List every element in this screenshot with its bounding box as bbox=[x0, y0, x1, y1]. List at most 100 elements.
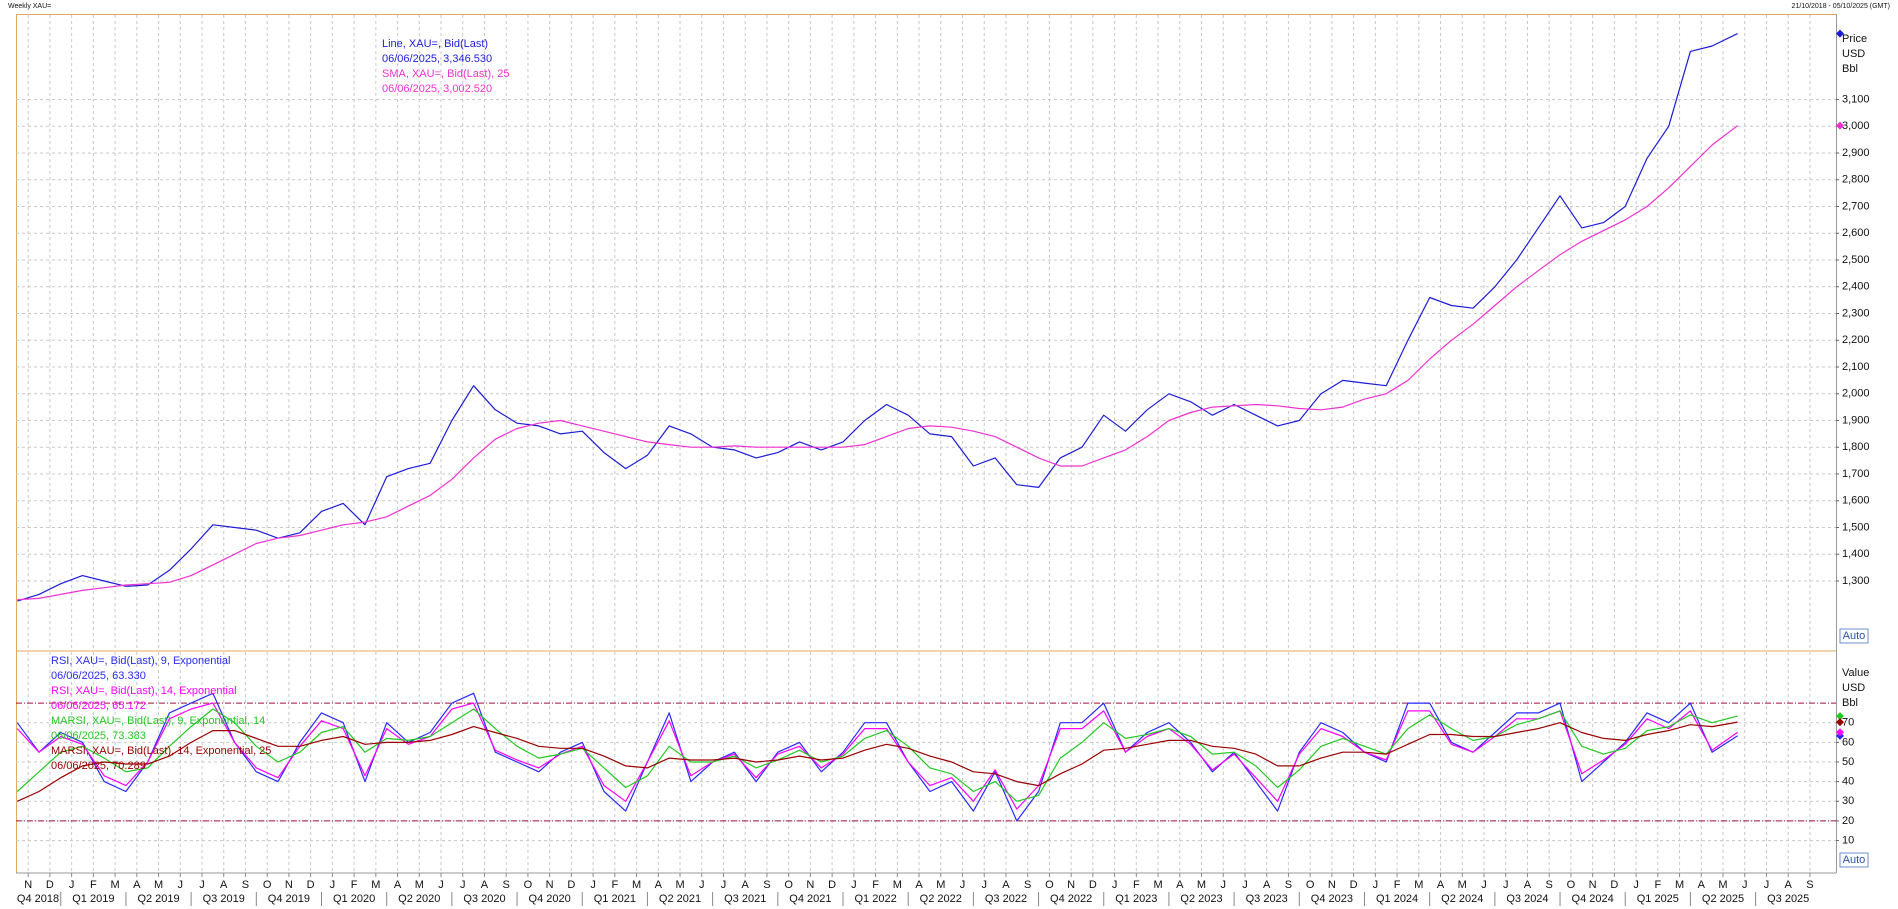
x-tick-label: O bbox=[524, 879, 533, 891]
axis-unit: USD bbox=[1842, 48, 1865, 60]
quarter-label: Q4 2021 bbox=[789, 893, 831, 905]
x-tick-label: J bbox=[1633, 879, 1639, 891]
legend-name: RSI, XAU=, Bid(Last), 14, Exponential bbox=[51, 685, 237, 697]
x-tick-label: M bbox=[1197, 879, 1206, 891]
y-tick-label: 2,200 bbox=[1842, 334, 1870, 346]
series-line bbox=[17, 125, 1738, 601]
x-tick-label: M bbox=[110, 879, 119, 891]
x-tick-label: A bbox=[133, 879, 141, 891]
x-tick-label: A bbox=[1263, 879, 1271, 891]
quarter-label: Q2 2022 bbox=[920, 893, 962, 905]
x-tick-label: S bbox=[1806, 879, 1813, 891]
x-tick-label: O bbox=[1045, 879, 1054, 891]
x-tick-label: J bbox=[199, 879, 205, 891]
x-tick-label: F bbox=[1654, 879, 1661, 891]
legend-last-value: 06/06/2025, 65.172 bbox=[51, 700, 146, 712]
last-value-marker bbox=[1836, 121, 1844, 130]
x-tick-label: J bbox=[1220, 879, 1226, 891]
x-tick-label: A bbox=[1176, 879, 1184, 891]
legend-name: RSI, XAU=, Bid(Last), 9, Exponential bbox=[51, 655, 230, 667]
auto-button-label[interactable]: Auto bbox=[1843, 854, 1866, 866]
y-tick-label: 1,700 bbox=[1842, 468, 1870, 480]
legend-last-value: 06/06/2025, 73.383 bbox=[51, 730, 146, 742]
x-tick-label: N bbox=[24, 879, 32, 891]
x-tick-label: J bbox=[1373, 879, 1379, 891]
quarter-label: Q2 2024 bbox=[1441, 893, 1483, 905]
x-tick-label: S bbox=[1546, 879, 1553, 891]
quarter-label: Q2 2020 bbox=[398, 893, 440, 905]
series-line bbox=[16, 708, 1738, 802]
x-tick-label: A bbox=[1437, 879, 1445, 891]
quarter-label: Q3 2022 bbox=[985, 893, 1027, 905]
x-tick-label: J bbox=[69, 879, 75, 891]
y-tick-label: 40 bbox=[1842, 776, 1854, 788]
x-tick-label: M bbox=[1153, 879, 1162, 891]
y-tick-label: 1,800 bbox=[1842, 441, 1870, 453]
quarter-label: Q3 2025 bbox=[1767, 893, 1809, 905]
y-tick-label: 2,600 bbox=[1842, 227, 1870, 239]
x-tick-label: F bbox=[351, 879, 358, 891]
y-tick-label: 20 bbox=[1842, 815, 1854, 827]
axis-unit: Price bbox=[1842, 33, 1867, 45]
auto-button[interactable] bbox=[1839, 852, 1869, 868]
x-tick-label: A bbox=[742, 879, 750, 891]
x-tick-label: D bbox=[567, 879, 575, 891]
legend-name: Line, XAU=, Bid(Last) bbox=[382, 38, 488, 50]
x-tick-label: J bbox=[1742, 879, 1748, 891]
x-tick-label: J bbox=[851, 879, 857, 891]
x-tick-label: S bbox=[1024, 879, 1031, 891]
x-tick-label: M bbox=[936, 879, 945, 891]
x-tick-label: A bbox=[1002, 879, 1010, 891]
x-tick-label: D bbox=[1350, 879, 1358, 891]
x-tick-label: M bbox=[154, 879, 163, 891]
series-line bbox=[16, 702, 1738, 810]
x-tick-label: A bbox=[655, 879, 663, 891]
x-tick-label: A bbox=[394, 879, 402, 891]
quarter-label: Q4 2020 bbox=[529, 893, 571, 905]
x-tick-label: O bbox=[784, 879, 793, 891]
quarter-label: Q1 2019 bbox=[72, 893, 114, 905]
last-value-marker bbox=[1836, 712, 1844, 721]
quarter-label: Q2 2025 bbox=[1702, 893, 1744, 905]
x-tick-label: J bbox=[1764, 879, 1770, 891]
quarter-label: Q1 2020 bbox=[333, 893, 375, 905]
y-tick-label: 1,300 bbox=[1842, 575, 1870, 587]
series-line bbox=[17, 721, 1738, 802]
axis-unit: Bbl bbox=[1842, 63, 1858, 75]
x-tick-label: O bbox=[263, 879, 272, 891]
x-tick-label: M bbox=[1718, 879, 1727, 891]
x-tick-label: M bbox=[1458, 879, 1467, 891]
quarter-label: Q4 2023 bbox=[1311, 893, 1353, 905]
x-tick-label: N bbox=[1067, 879, 1075, 891]
last-value-marker bbox=[1836, 29, 1844, 38]
legend-last-value: 06/06/2025, 70.289 bbox=[51, 760, 146, 772]
x-tick-label: M bbox=[632, 879, 641, 891]
axis-unit: Value bbox=[1842, 667, 1869, 679]
auto-button-label[interactable]: Auto bbox=[1843, 630, 1866, 642]
x-tick-label: J bbox=[1242, 879, 1248, 891]
y-tick-label: 1,900 bbox=[1842, 414, 1870, 426]
y-tick-label: 2,100 bbox=[1842, 361, 1870, 373]
legend-last-value: 06/06/2025, 3,346.530 bbox=[382, 53, 492, 65]
x-tick-label: A bbox=[1524, 879, 1532, 891]
x-tick-label: D bbox=[307, 879, 315, 891]
x-tick-label: A bbox=[1698, 879, 1706, 891]
auto-button[interactable] bbox=[1839, 628, 1869, 644]
x-tick-label: N bbox=[546, 879, 554, 891]
x-tick-label: J bbox=[438, 879, 444, 891]
y-tick-label: 2,400 bbox=[1842, 281, 1870, 293]
x-tick-label: F bbox=[1133, 879, 1140, 891]
x-tick-label: J bbox=[1503, 879, 1509, 891]
x-tick-label: N bbox=[1328, 879, 1336, 891]
x-tick-label: J bbox=[1112, 879, 1118, 891]
x-tick-label: J bbox=[460, 879, 466, 891]
x-tick-label: O bbox=[1306, 879, 1315, 891]
legend-last-value: 06/06/2025, 3,002.520 bbox=[382, 83, 492, 95]
x-tick-label: D bbox=[828, 879, 836, 891]
y-tick-label: 60 bbox=[1842, 736, 1854, 748]
x-tick-label: A bbox=[481, 879, 489, 891]
axis-unit: Bbl bbox=[1842, 697, 1858, 709]
quarter-label: Q2 2019 bbox=[137, 893, 179, 905]
